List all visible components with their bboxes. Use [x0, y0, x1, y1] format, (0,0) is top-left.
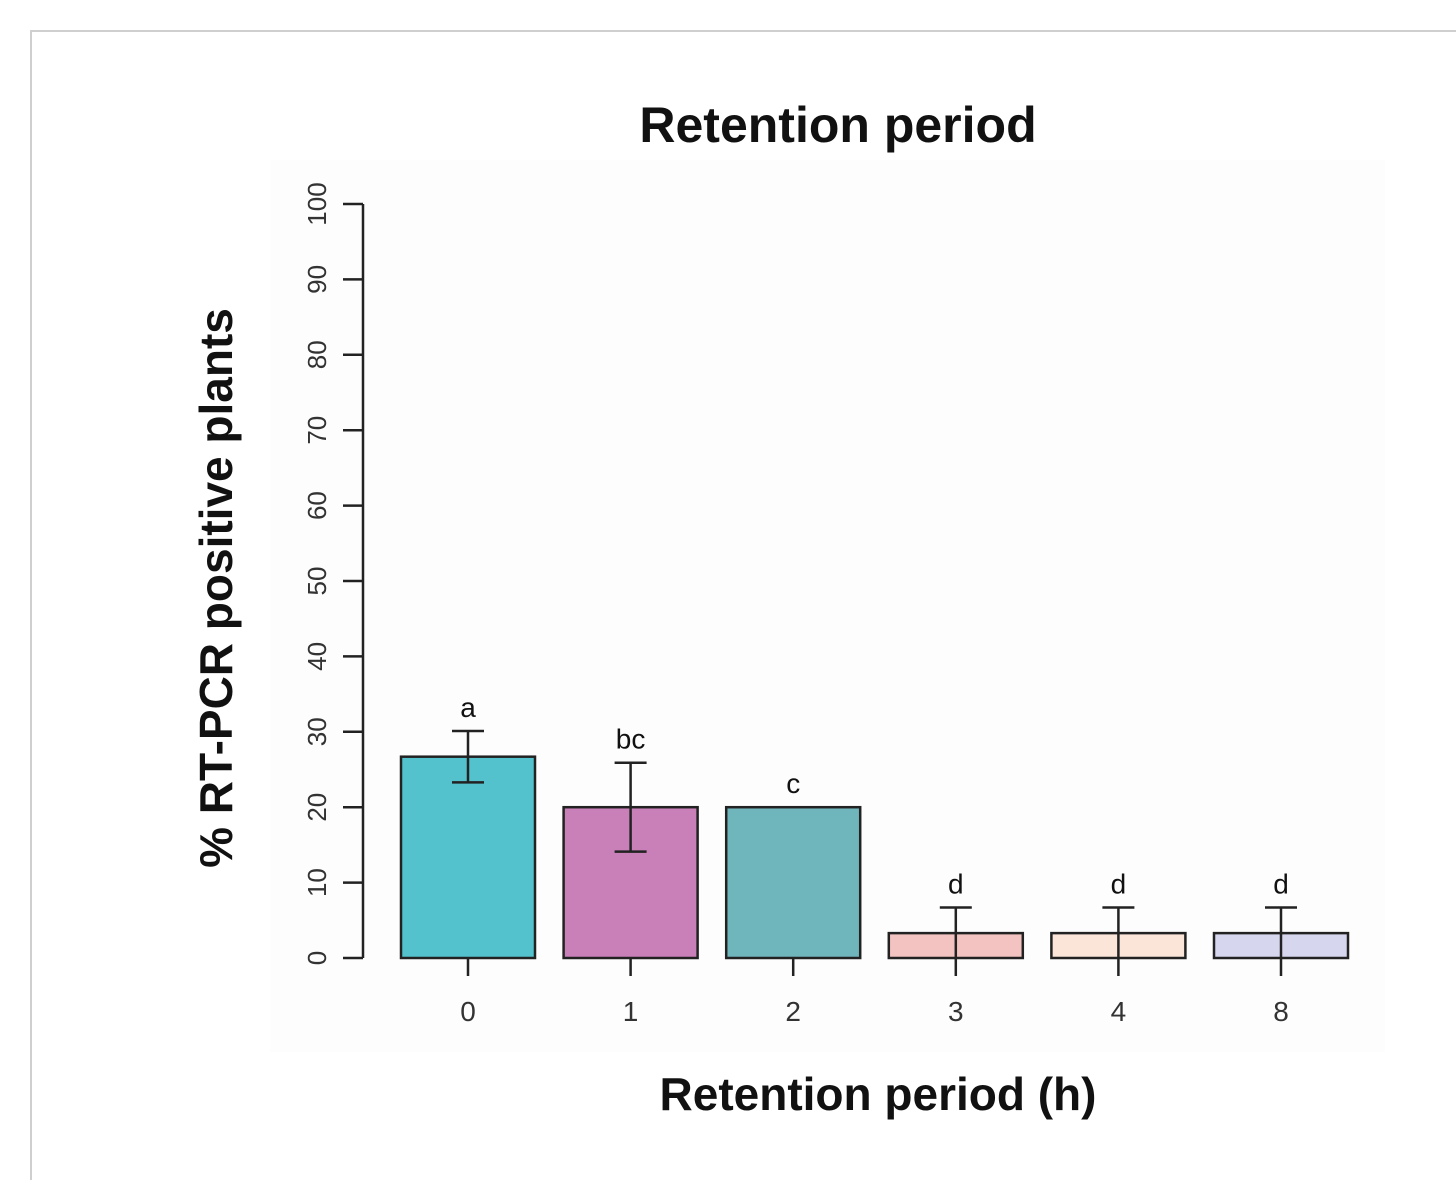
bar	[399, 755, 537, 960]
significance-letter: c	[786, 768, 800, 799]
x-tick-label: 4	[1111, 996, 1127, 1027]
y-tick-label: 40	[302, 642, 332, 671]
y-tick-label: 90	[302, 265, 332, 294]
y-tick-label: 100	[302, 182, 332, 225]
y-tick-label: 30	[302, 717, 332, 746]
y-tick-label: 20	[302, 793, 332, 822]
x-tick-label: 0	[460, 996, 476, 1027]
y-tick-label: 60	[302, 491, 332, 520]
y-tick-label: 70	[302, 416, 332, 445]
x-axis-title: Retention period (h)	[660, 1068, 1097, 1120]
y-tick-label: 80	[302, 340, 332, 369]
significance-letter: a	[460, 692, 476, 723]
significance-letter: d	[1273, 868, 1289, 899]
significance-letters: a bc c d d d	[460, 692, 1289, 899]
significance-letter: d	[1111, 868, 1127, 899]
significance-letter: bc	[616, 724, 646, 755]
y-tick-label: 0	[302, 951, 332, 965]
x-tick-label: 1	[623, 996, 639, 1027]
y-axis: 0 10 20 30 40 50 60 70 80 90 100	[302, 182, 365, 965]
figure-frame	[30, 30, 1456, 1180]
y-tick-label: 10	[302, 868, 332, 897]
x-tick-label: 2	[785, 996, 801, 1027]
y-tick-label: 50	[302, 567, 332, 596]
x-tick-label: 8	[1273, 996, 1289, 1027]
y-axis-title: % RT-PCR positive plants	[190, 308, 242, 868]
bar	[724, 805, 862, 960]
x-tick-label: 3	[948, 996, 964, 1027]
chart-title: Retention period	[639, 97, 1036, 153]
significance-letter: d	[948, 868, 964, 899]
bars	[399, 755, 1350, 960]
error-bars	[452, 729, 1297, 958]
x-axis: 0 1 2 3 4 8	[460, 958, 1289, 1027]
